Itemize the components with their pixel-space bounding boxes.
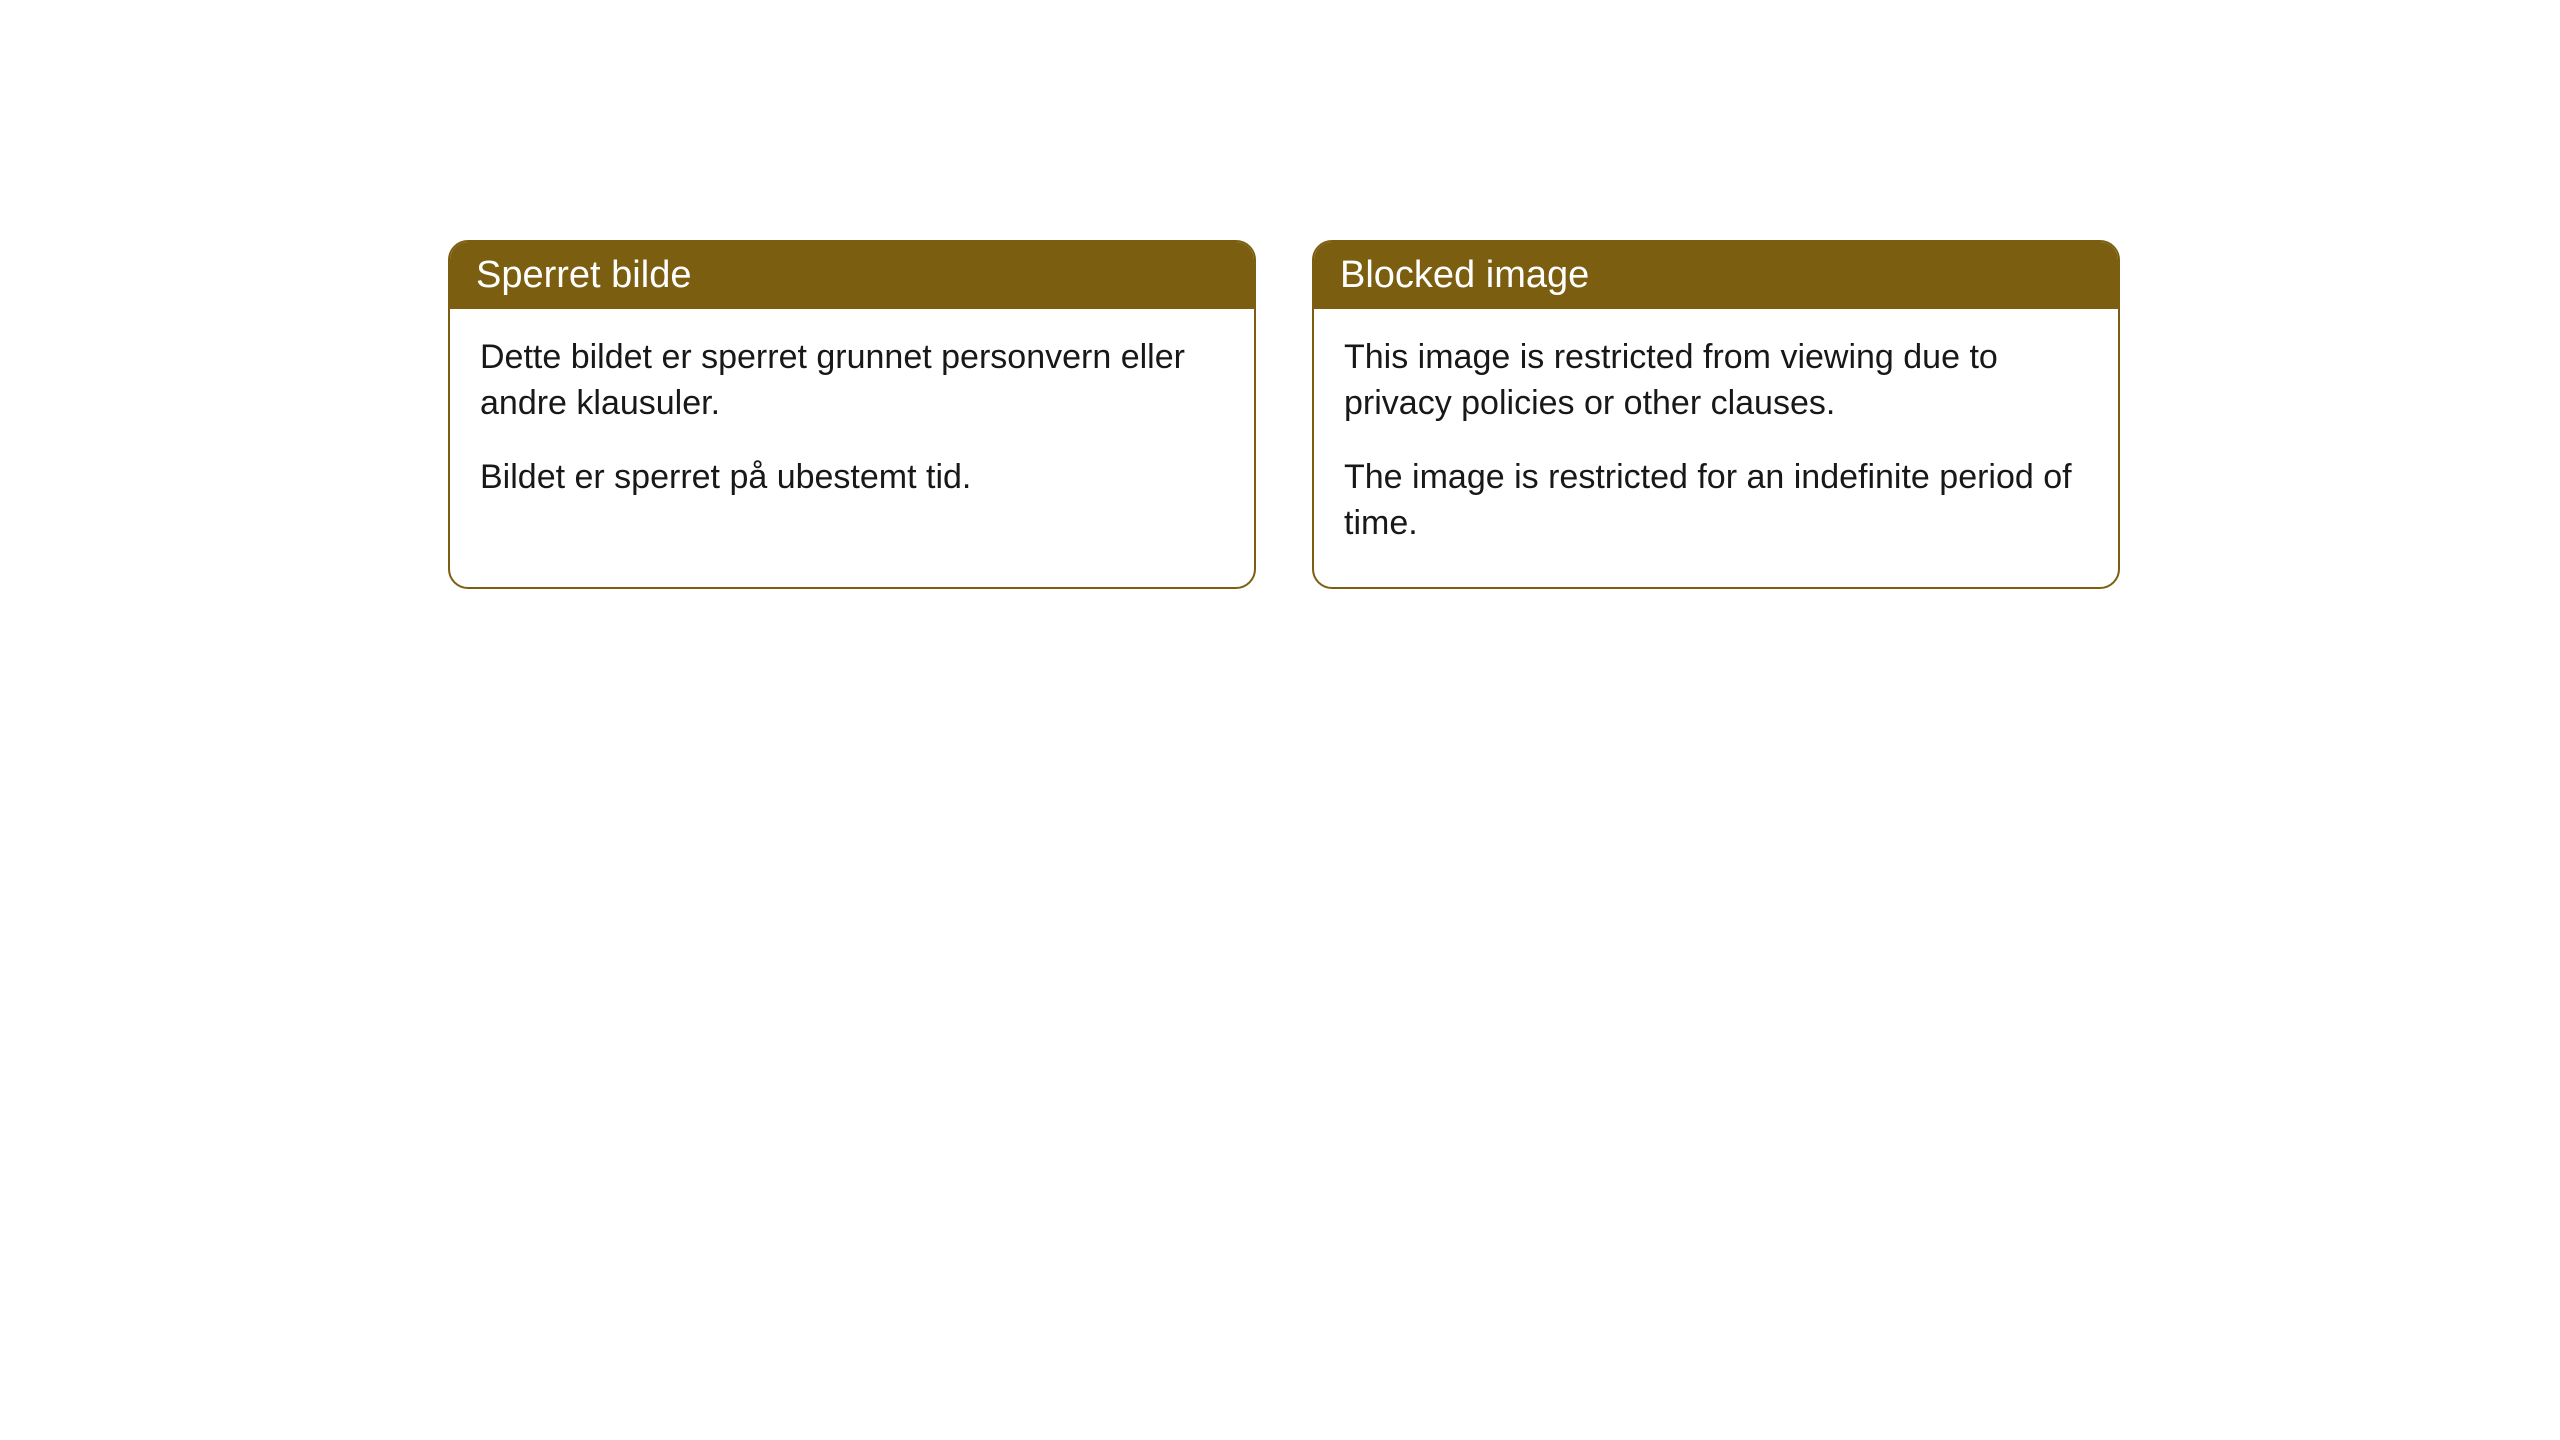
card-paragraph1-english: This image is restricted from viewing du… xyxy=(1344,335,2088,427)
notice-cards-container: Sperret bilde Dette bildet er sperret gr… xyxy=(448,240,2560,589)
card-header-norwegian: Sperret bilde xyxy=(450,242,1254,309)
blocked-image-card-english: Blocked image This image is restricted f… xyxy=(1312,240,2120,589)
card-header-english: Blocked image xyxy=(1314,242,2118,309)
card-body-norwegian: Dette bildet er sperret grunnet personve… xyxy=(450,309,1254,541)
card-paragraph2-norwegian: Bildet er sperret på ubestemt tid. xyxy=(480,455,1224,501)
card-title-norwegian: Sperret bilde xyxy=(476,254,691,296)
blocked-image-card-norwegian: Sperret bilde Dette bildet er sperret gr… xyxy=(448,240,1256,589)
card-paragraph1-norwegian: Dette bildet er sperret grunnet personve… xyxy=(480,335,1224,427)
card-title-english: Blocked image xyxy=(1340,254,1589,296)
card-paragraph2-english: The image is restricted for an indefinit… xyxy=(1344,455,2088,547)
card-body-english: This image is restricted from viewing du… xyxy=(1314,309,2118,587)
